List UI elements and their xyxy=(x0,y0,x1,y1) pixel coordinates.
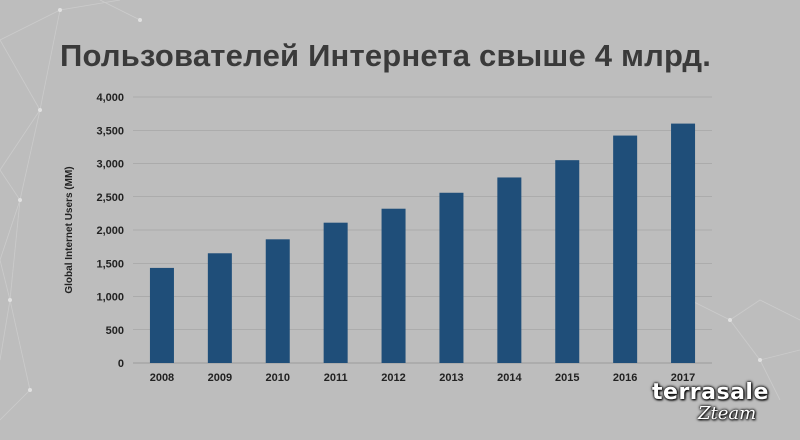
y-tick-label: 1,500 xyxy=(96,258,124,270)
x-axis-tick-labels: 2008 2009 2010 2011 2012 2013 2014 2015 2016 2017 xyxy=(150,372,696,384)
logo-sub-text: Zteam xyxy=(698,403,757,424)
bar-2009 xyxy=(207,253,232,363)
y-axis-title: Global Internet Users (MM) xyxy=(64,166,75,293)
y-tick-label: 3,000 xyxy=(96,159,124,171)
y-tick-label: 2,000 xyxy=(96,225,124,237)
y-tick-label: 1,000 xyxy=(96,292,124,304)
page-title: Пользователей Интернета свыше 4 млрд. xyxy=(60,38,712,73)
x-tick-label-2008: 2008 xyxy=(150,372,174,384)
bars xyxy=(149,123,696,363)
bar-2017 xyxy=(671,123,696,363)
x-tick-label-2015: 2015 xyxy=(555,372,579,384)
x-tick-label-2014: 2014 xyxy=(497,372,522,384)
bar-2015 xyxy=(555,160,580,363)
bar-2010 xyxy=(265,239,290,363)
y-tick-label: 3,500 xyxy=(96,125,124,137)
bar-2011 xyxy=(323,222,348,363)
x-tick-label-2017: 2017 xyxy=(671,372,695,384)
y-tick-label: 0 xyxy=(118,358,124,370)
y-tick-label: 500 xyxy=(106,325,124,337)
x-tick-label-2016: 2016 xyxy=(613,372,637,384)
x-tick-label-2009: 2009 xyxy=(208,372,232,384)
y-axis-tick-labels: 0 500 1,000 1,500 2,000 2,500 3,000 3,500 4,000 xyxy=(96,92,124,370)
bar-2008 xyxy=(149,267,174,363)
y-tick-label: 2,500 xyxy=(96,192,124,204)
bar-2014 xyxy=(497,177,522,363)
x-tick-label-2012: 2012 xyxy=(381,372,405,384)
x-tick-label-2013: 2013 xyxy=(439,372,463,384)
bar-2012 xyxy=(381,208,406,363)
terrasale-logo: terrasale Zteam xyxy=(648,380,794,436)
y-tick-label: 4,000 xyxy=(96,92,124,104)
x-tick-label-2010: 2010 xyxy=(266,372,290,384)
x-tick-label-2011: 2011 xyxy=(324,372,348,384)
bar-2013 xyxy=(439,192,464,363)
logo-main-text: terrasale xyxy=(652,380,769,405)
bar-2016 xyxy=(613,135,638,363)
